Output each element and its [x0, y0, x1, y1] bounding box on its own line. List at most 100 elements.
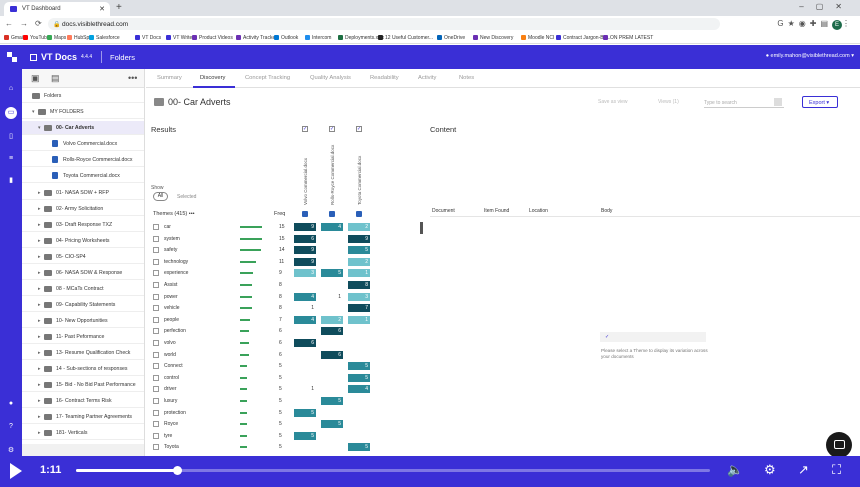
- theme-row[interactable]: driver 5: [151, 384, 381, 395]
- home-icon[interactable]: ⌂: [8, 85, 14, 92]
- theme-doc-count-cell[interactable]: 5: [294, 431, 316, 440]
- theme-checkbox[interactable]: [153, 316, 159, 323]
- theme-checkbox[interactable]: [153, 224, 159, 230]
- theme-doc-count-cell[interactable]: 1: [311, 386, 314, 393]
- theme-row[interactable]: Royce 5: [151, 419, 381, 430]
- search-icon[interactable]: [774, 98, 782, 106]
- bookmark-item[interactable]: Intercom: [305, 35, 331, 41]
- theme-checkbox[interactable]: [153, 398, 159, 404]
- bookmark-item[interactable]: New Discovery: [473, 35, 513, 41]
- browser-tab[interactable]: VT Dashboard ✕: [4, 2, 110, 16]
- bookmark-item[interactable]: OneDrive: [437, 35, 465, 41]
- theme-doc-count-cell[interactable]: 5: [294, 408, 316, 417]
- bookmark-item[interactable]: 12 Useful Customer...: [378, 35, 433, 41]
- content-col-item-found[interactable]: Item Found: [484, 208, 510, 214]
- folder-item[interactable]: ▸ 04- Pricing Worksheets: [22, 234, 144, 248]
- folder-item[interactable]: ▸ 10- New Opportunities: [22, 314, 144, 328]
- extension-icons[interactable]: G★◉✚▤ E ⋮: [777, 19, 854, 30]
- tab-concept-tracking[interactable]: Concept Tracking: [245, 75, 291, 81]
- content-col-location[interactable]: Location: [529, 208, 548, 214]
- my-folders[interactable]: ▾ MY FOLDERS: [22, 105, 144, 119]
- visiblethread-logo-icon[interactable]: [7, 52, 17, 62]
- bookmark-item[interactable]: Contract Jargon-Bu...: [556, 35, 611, 41]
- theme-checkbox[interactable]: [153, 247, 159, 254]
- theme-checkbox[interactable]: [153, 444, 159, 451]
- folder-root[interactable]: Folders: [22, 89, 144, 103]
- theme-checkbox[interactable]: [153, 270, 159, 277]
- theme-row[interactable]: system 15: [151, 234, 381, 245]
- theme-doc-count-cell[interactable]: 9: [348, 234, 370, 243]
- folders-icon[interactable]: ▭: [5, 107, 17, 119]
- doc-3-checkbox[interactable]: ✓: [356, 126, 362, 132]
- bookmark-item[interactable]: Gmail: [4, 35, 24, 41]
- theme-checkbox[interactable]: [153, 340, 159, 346]
- theme-checkbox[interactable]: [153, 386, 159, 393]
- theme-doc-count-cell[interactable]: 1: [348, 269, 370, 278]
- theme-checkbox[interactable]: [153, 282, 159, 288]
- theme-checkbox[interactable]: [153, 374, 159, 381]
- bookmark-item[interactable]: YouTube: [23, 35, 50, 41]
- upload-document-icon[interactable]: ▤: [51, 73, 60, 83]
- fullscreen-icon[interactable]: ⛶: [832, 462, 842, 477]
- bookmark-item[interactable]: Deployments.xlsx: [338, 35, 384, 41]
- folder-item[interactable]: ▸ 01- NASA SOW + RFP: [22, 186, 144, 200]
- analysis-icon[interactable]: ≡: [8, 155, 14, 162]
- theme-row[interactable]: vehicle 8: [151, 303, 381, 314]
- theme-doc-count-cell[interactable]: 6: [321, 327, 343, 336]
- bookmark-item[interactable]: ON PREM LATEST: [603, 35, 653, 41]
- theme-doc-count-cell[interactable]: 4: [321, 223, 343, 231]
- chat-button[interactable]: [826, 432, 852, 458]
- window-controls[interactable]: –▢✕: [799, 2, 854, 11]
- freq-header[interactable]: Freq: [274, 211, 286, 217]
- theme-checkbox[interactable]: [153, 235, 159, 242]
- folder-item[interactable]: ▸ 13- Resume Qualification Check: [22, 346, 144, 360]
- new-folder-icon[interactable]: ▣: [31, 73, 40, 83]
- content-col-body[interactable]: Body: [601, 208, 613, 214]
- theme-row[interactable]: control 5: [151, 373, 381, 384]
- folder-item[interactable]: ▸ 09- Capability Statements: [22, 298, 144, 312]
- address-bar[interactable]: 🔒 docs.visiblethread.com: [48, 18, 720, 30]
- theme-doc-count-cell[interactable]: 2: [348, 257, 370, 266]
- bookmark-item[interactable]: HubSpot: [67, 35, 93, 41]
- theme-checkbox[interactable]: [153, 432, 159, 439]
- play-icon[interactable]: [10, 463, 22, 479]
- theme-doc-count-cell[interactable]: 4: [348, 385, 370, 394]
- theme-checkbox[interactable]: [153, 258, 159, 265]
- settings-gear-icon[interactable]: ⚙: [764, 462, 776, 477]
- theme-doc-count-cell[interactable]: 4: [294, 315, 316, 324]
- document-item[interactable]: Rolls-Royce Commercial.docx: [22, 153, 144, 167]
- documents-icon[interactable]: ▯: [9, 133, 13, 140]
- folder-item-selected[interactable]: ▾ 00- Car Adverts: [22, 121, 144, 135]
- user-menu[interactable]: ● emily.mahon@visiblethread.com ▾: [765, 53, 854, 59]
- theme-row[interactable]: Assist 8: [151, 280, 381, 291]
- folder-item[interactable]: ▸ 05- CIO-SP4: [22, 250, 144, 264]
- theme-doc-count-cell[interactable]: 9: [294, 246, 316, 255]
- theme-row[interactable]: perfection 6: [151, 326, 381, 337]
- folder-item[interactable]: ▸ 15- Bid - No Bid Past Performance: [22, 378, 144, 392]
- theme-row[interactable]: people 7: [151, 315, 381, 326]
- theme-row[interactable]: tyre 5: [151, 431, 381, 442]
- new-tab-icon[interactable]: +: [116, 2, 122, 13]
- theme-doc-count-cell[interactable]: 8: [348, 281, 370, 289]
- theme-checkbox[interactable]: [153, 293, 159, 300]
- video-progress-track[interactable]: [76, 469, 710, 472]
- folder-item[interactable]: ▸ 08 - MCaTs Contract: [22, 282, 144, 296]
- show-all-toggle[interactable]: All: [153, 192, 168, 201]
- theme-doc-count-cell[interactable]: 3: [348, 292, 370, 301]
- theme-doc-count-cell[interactable]: 5: [348, 443, 370, 452]
- share-icon[interactable]: ↗: [798, 462, 809, 477]
- theme-checkbox[interactable]: [153, 409, 159, 416]
- tab-discovery[interactable]: Discovery: [200, 75, 226, 81]
- views-dropdown[interactable]: Views (1): [658, 99, 679, 105]
- theme-doc-count-cell[interactable]: 1: [311, 305, 314, 312]
- theme-row[interactable]: experience 9: [151, 268, 381, 279]
- folder-item[interactable]: ▸ 11- Past Peformance: [22, 330, 144, 344]
- folder-item[interactable]: ▸ 16- Contract Terms Risk: [22, 394, 144, 408]
- bookmark-item[interactable]: Moodle NCI: [521, 35, 554, 41]
- theme-checkbox[interactable]: [153, 363, 159, 370]
- theme-checkbox[interactable]: [153, 421, 159, 428]
- theme-doc-count-cell[interactable]: 1: [348, 315, 370, 324]
- folder-item[interactable]: ▸ 06- NASA SOW & Response: [22, 266, 144, 280]
- theme-row[interactable]: car 15: [151, 222, 381, 233]
- theme-doc-count-cell[interactable]: 9: [294, 223, 316, 231]
